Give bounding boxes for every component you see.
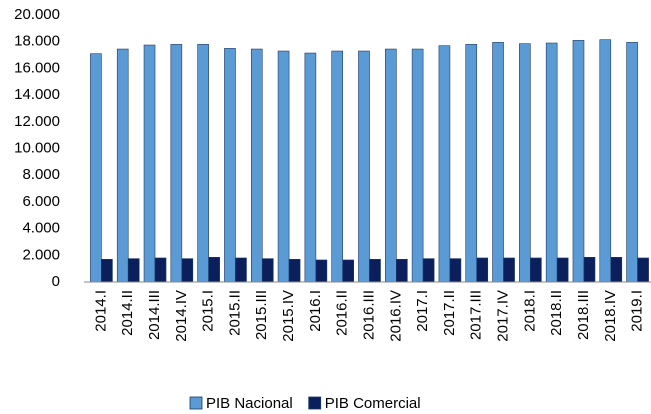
bar <box>90 53 102 283</box>
bar <box>583 257 596 283</box>
bar <box>101 259 113 283</box>
bar <box>235 257 247 283</box>
bar <box>208 257 220 283</box>
bar <box>143 44 156 283</box>
legend-label: PIB Comercial <box>325 395 421 412</box>
bar <box>465 44 478 283</box>
bar <box>342 259 354 283</box>
bar <box>127 258 140 283</box>
bar <box>492 42 504 283</box>
bar <box>411 48 424 283</box>
bar <box>315 259 328 283</box>
x-tick-label: 2014.III <box>146 290 163 340</box>
bar <box>369 259 381 283</box>
bar <box>519 43 531 283</box>
bar <box>385 48 397 283</box>
x-tick-label: 2017.IV <box>495 290 512 342</box>
bar <box>530 257 542 283</box>
bar <box>545 42 558 283</box>
bar <box>503 257 515 283</box>
bar <box>438 45 451 283</box>
y-tick-label: 8.000 <box>22 166 60 183</box>
x-tick-label: 2018.III <box>575 290 592 340</box>
bar <box>610 257 623 283</box>
bar <box>556 257 569 283</box>
bar <box>396 259 408 283</box>
bar <box>637 257 649 283</box>
y-tick-label: 16.000 <box>14 59 60 76</box>
x-tick-label: 2015.I <box>200 290 217 332</box>
x-tick-label: 2016.III <box>360 290 377 340</box>
x-tick-label: 2016.IV <box>387 290 404 342</box>
bar <box>449 258 462 283</box>
bar <box>599 39 612 283</box>
bar <box>476 257 489 283</box>
y-tick-label: 20.000 <box>14 6 60 23</box>
bar <box>331 50 343 283</box>
x-tick-label: 2018.IV <box>602 290 619 342</box>
bar <box>422 258 435 283</box>
x-tick-label: 2017.III <box>468 290 485 340</box>
x-tick-label: 2014.IV <box>173 290 190 342</box>
bar <box>181 258 194 283</box>
bar <box>170 44 183 283</box>
legend-swatch <box>189 396 203 410</box>
y-tick-label: 4.000 <box>22 220 60 237</box>
x-tick-label: 2014.I <box>92 290 109 332</box>
y-tick-label: 2.000 <box>22 246 60 263</box>
x-tick-label: 2015.IV <box>280 290 297 342</box>
bar <box>250 48 263 283</box>
x-tick-label: 2018.II <box>548 290 565 336</box>
x-tick-label: 2019.I <box>629 290 646 332</box>
x-tick-label: 2016.I <box>307 290 324 332</box>
y-tick-label: 0 <box>52 273 60 290</box>
x-tick-label: 2016.II <box>334 290 351 336</box>
x-tick-label: 2017.I <box>414 290 431 332</box>
bar <box>572 40 585 283</box>
x-tick-label: 2015.III <box>253 290 270 340</box>
bar <box>116 48 129 283</box>
bar <box>304 52 317 283</box>
legend-swatch <box>308 396 322 410</box>
bar <box>261 258 274 283</box>
y-tick-label: 6.000 <box>22 193 60 210</box>
bar <box>277 50 290 283</box>
y-tick-label: 10.000 <box>14 139 60 156</box>
y-tick-label: 14.000 <box>14 86 60 103</box>
bar <box>197 44 209 283</box>
bar <box>358 50 370 283</box>
bar <box>626 42 638 283</box>
bar <box>224 48 236 283</box>
x-tick-label: 2018.I <box>521 290 538 332</box>
bar <box>288 259 301 283</box>
y-tick-label: 12.000 <box>14 113 60 130</box>
y-tick-label: 18.000 <box>14 33 60 50</box>
bar <box>154 257 167 283</box>
legend-label: PIB Nacional <box>206 395 293 412</box>
x-tick-label: 2014.II <box>119 290 136 336</box>
x-tick-label: 2015.II <box>226 290 243 336</box>
x-tick-label: 2017.II <box>441 290 458 336</box>
